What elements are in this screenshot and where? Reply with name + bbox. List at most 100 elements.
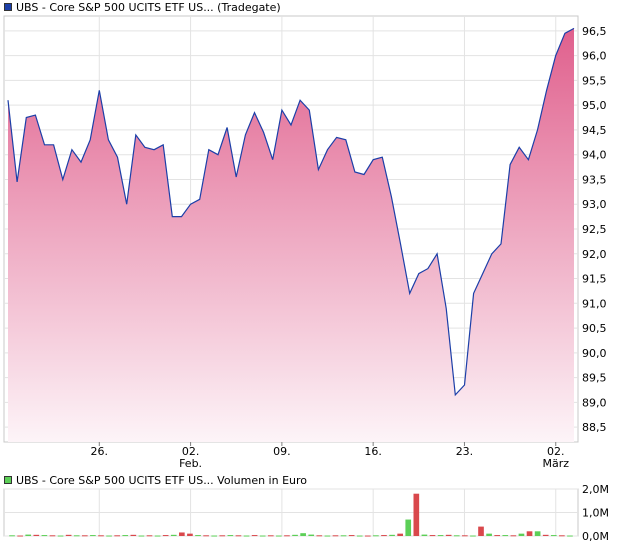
volume-y-tick-label: 1,0M	[582, 507, 609, 520]
volume-bar	[462, 535, 468, 537]
price-y-tick-label: 91,0	[582, 297, 607, 310]
volume-bar	[470, 535, 476, 537]
price-y-tick-label: 93,0	[582, 198, 607, 211]
volume-bar	[300, 533, 306, 536]
price-x-tick-label: 02.	[547, 445, 565, 458]
volume-bar	[146, 535, 153, 537]
volume-bar	[243, 535, 250, 537]
price-x-tick-label: 16.	[364, 445, 382, 458]
volume-bar	[276, 535, 282, 537]
volume-bar	[33, 534, 40, 536]
volume-bar	[259, 535, 266, 537]
volume-bar	[122, 535, 129, 537]
volume-bar	[284, 535, 290, 537]
volume-bar	[389, 534, 395, 536]
volume-bar	[364, 535, 371, 537]
price-y-tick-label: 90,0	[582, 347, 607, 360]
price-x-tick-label: 02.	[182, 445, 200, 458]
price-x-tick-label: 26.	[91, 445, 109, 458]
volume-bar	[413, 493, 420, 536]
price-x-month-label: März	[542, 457, 569, 470]
volume-y-tick-label: 2,0M	[582, 483, 609, 496]
volume-bar	[179, 532, 185, 536]
volume-bar	[219, 535, 226, 537]
volume-bar	[308, 534, 315, 536]
volume-bar	[429, 535, 436, 537]
price-y-tick-label: 96,0	[582, 50, 607, 63]
price-x-tick-label: 09.	[273, 445, 291, 458]
volume-bar	[211, 535, 218, 537]
volume-bar	[81, 535, 88, 537]
volume-bar	[397, 533, 403, 536]
volume-bar	[478, 526, 484, 536]
volume-bar	[98, 535, 104, 537]
volume-bar	[405, 519, 412, 536]
volume-bar	[267, 535, 274, 537]
price-area	[8, 28, 574, 443]
volume-bar	[486, 533, 492, 536]
volume-bar	[559, 535, 565, 537]
volume-bar	[187, 533, 193, 536]
volume-bar	[114, 535, 120, 537]
volume-bar	[340, 535, 347, 537]
volume-bar	[49, 535, 56, 537]
price-x-month-label: Feb.	[179, 457, 202, 470]
price-y-tick-label: 91,5	[582, 273, 607, 286]
volume-bar	[550, 535, 557, 537]
volume-bar	[203, 535, 209, 537]
price-y-tick-label: 93,5	[582, 173, 607, 186]
price-y-tick-label: 90,5	[582, 322, 607, 335]
volume-bar	[373, 535, 379, 537]
volume-bar	[235, 535, 242, 537]
price-y-tick-label: 95,0	[582, 99, 607, 112]
price-y-tick-label: 92,5	[582, 223, 607, 236]
price-y-tick-label: 95,5	[582, 74, 607, 87]
price-y-tick-label: 92,0	[582, 248, 607, 261]
volume-bar	[526, 531, 533, 536]
volume-bar	[195, 535, 201, 537]
volume-bar	[348, 535, 355, 537]
volume-bar	[9, 535, 15, 537]
volume-legend: UBS - Core S&P 500 UCITS ETF US... Volum…	[4, 473, 307, 487]
volume-bar	[130, 534, 137, 536]
price-y-tick-label: 89,0	[582, 396, 607, 409]
volume-bar	[445, 534, 452, 536]
volume-bar	[65, 534, 72, 536]
volume-bar	[510, 535, 517, 537]
price-y-tick-label: 96,5	[582, 25, 607, 38]
price-y-tick-label: 94,0	[582, 149, 607, 162]
volume-bar	[170, 534, 177, 536]
volume-bar	[324, 535, 331, 537]
volume-bar	[106, 535, 112, 537]
price-line	[7, 27, 575, 397]
volume-bar	[90, 535, 96, 537]
volume-bar	[41, 535, 48, 537]
volume-legend-label: UBS - Core S&P 500 UCITS ETF US... Volum…	[16, 473, 308, 487]
volume-y-tick-label: 0,0M	[582, 530, 609, 543]
price-y-tick-label: 89,5	[582, 372, 607, 385]
volume-bar	[437, 535, 444, 537]
volume-bar	[17, 535, 23, 537]
price-y-tick-label: 94,5	[582, 124, 607, 137]
price-y-tick-label: 88,5	[582, 421, 607, 434]
volume-bar	[292, 534, 298, 536]
volume-bar	[251, 535, 258, 537]
volume-bar	[138, 535, 145, 537]
volume-bar	[332, 535, 339, 537]
volume-legend-swatch	[4, 476, 12, 484]
volume-bar	[494, 535, 501, 537]
volume-bar	[421, 534, 428, 536]
volume-bar	[25, 534, 32, 536]
price-legend-label: UBS - Core S&P 500 UCITS ETF US... (Trad…	[16, 0, 281, 14]
volume-bar	[227, 535, 234, 537]
volume-bar	[518, 533, 525, 536]
price-legend: UBS - Core S&P 500 UCITS ETF US... (Trad…	[4, 0, 281, 14]
volume-bar	[162, 535, 169, 537]
volume-bar	[73, 535, 80, 537]
volume-bar	[502, 535, 509, 537]
volume-bar	[567, 535, 573, 537]
volume-bar	[542, 534, 549, 536]
volume-bar	[534, 531, 541, 536]
